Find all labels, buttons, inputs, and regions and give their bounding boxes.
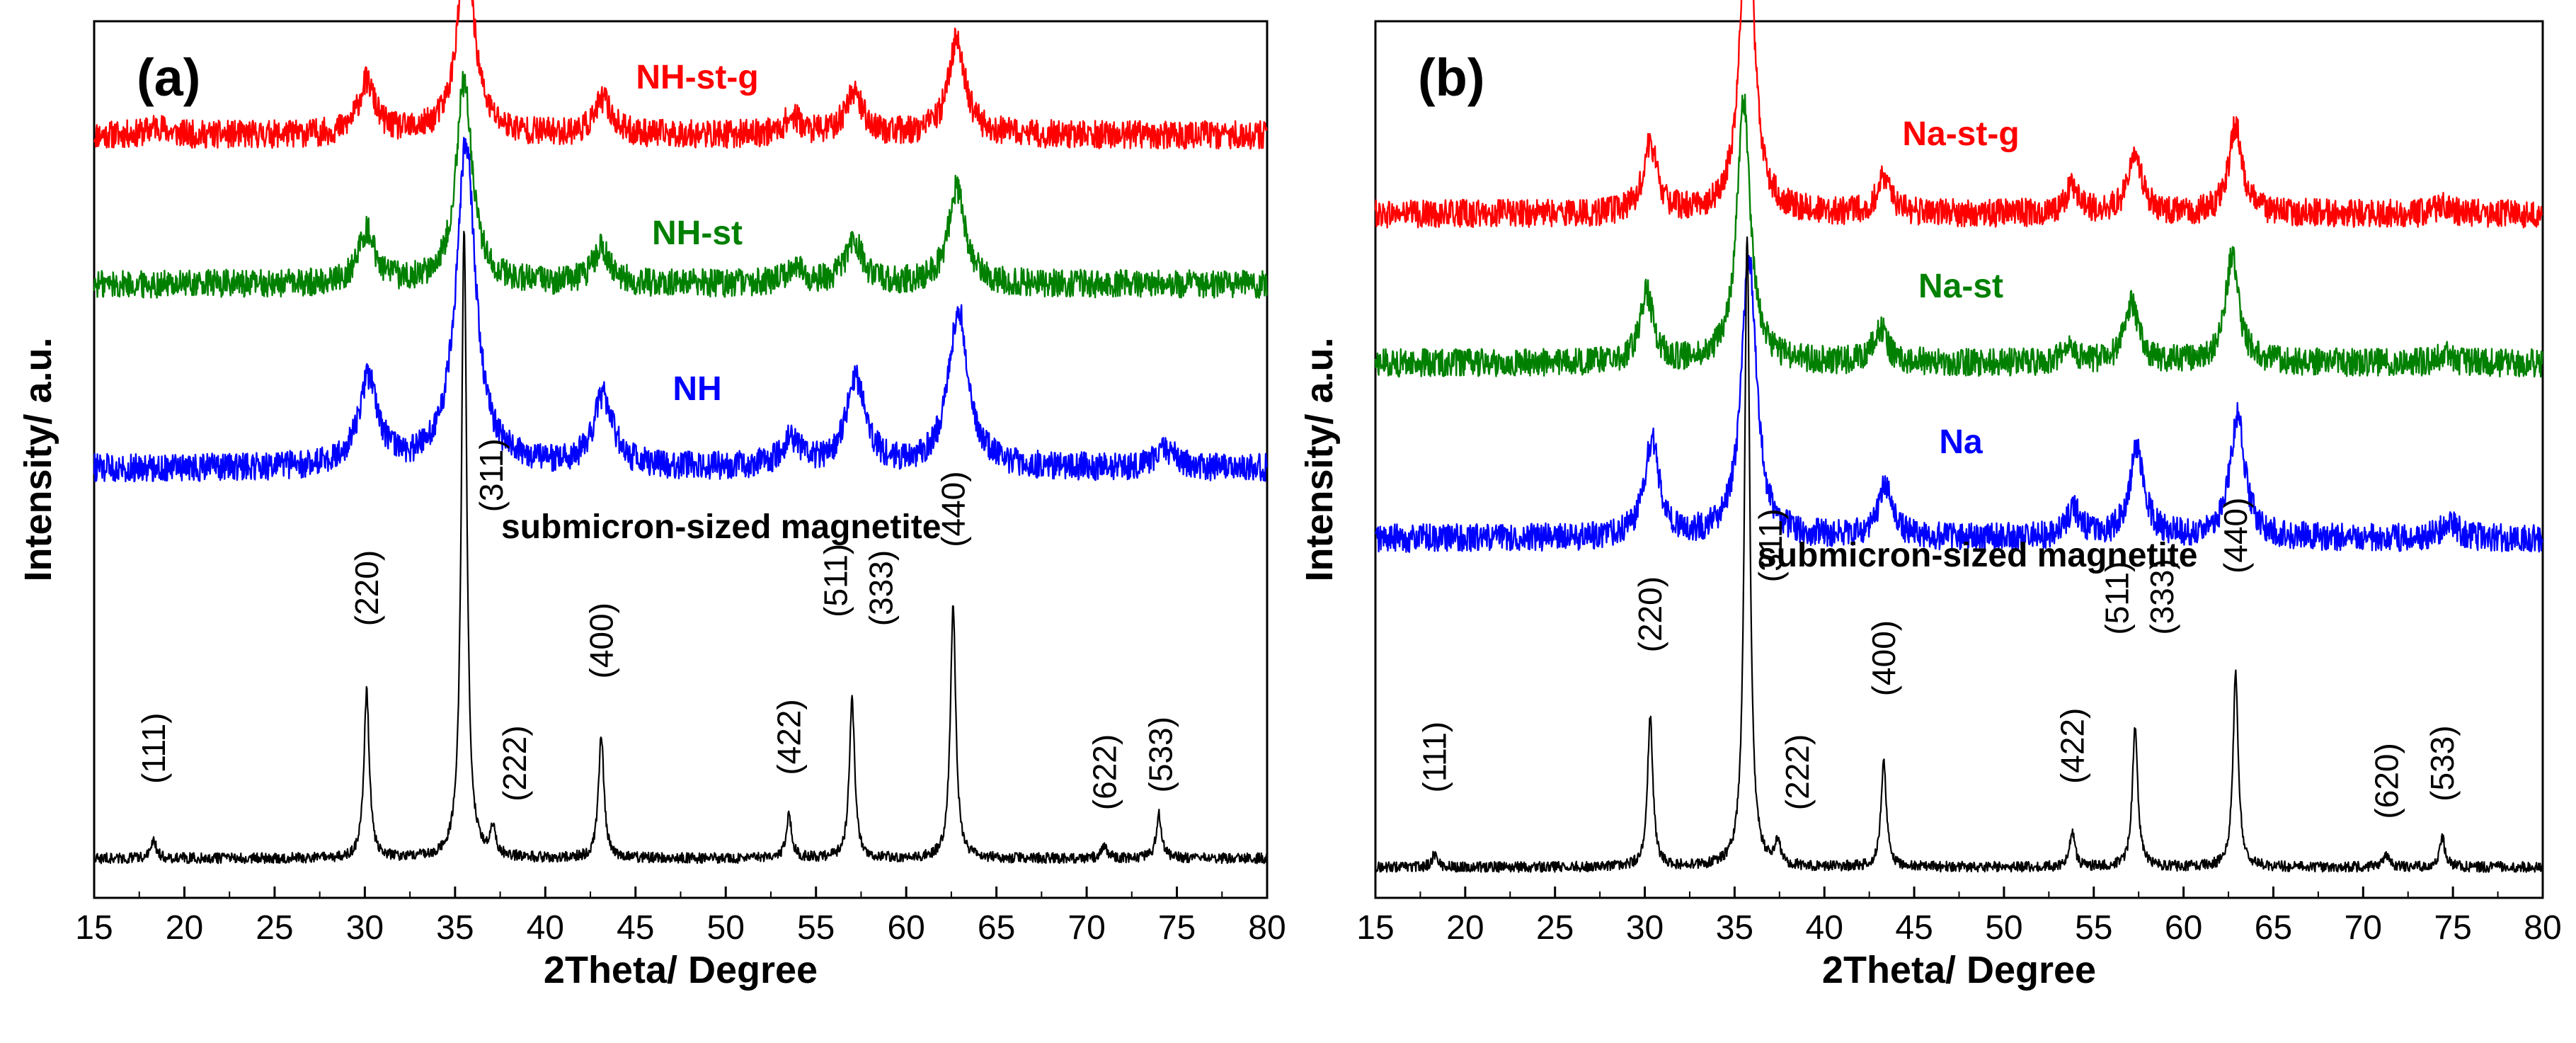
x-tick-label: 25	[1536, 909, 1574, 947]
series-label: NH-st	[652, 215, 743, 252]
x-tick-label: 75	[1158, 909, 1196, 947]
x-tick-label: 70	[2345, 909, 2382, 947]
x-tick-label: 55	[2075, 909, 2112, 947]
panel-label: (a)	[137, 48, 200, 107]
x-tick-label: 80	[1248, 909, 1286, 947]
hkl-label: (222)	[1779, 734, 1816, 810]
x-tick-label: 80	[2524, 909, 2561, 947]
x-tick-label: 40	[527, 909, 564, 947]
series-label: Na-st	[1918, 268, 2003, 305]
y-axis-title: Intensity/ a.u.	[17, 337, 59, 581]
x-tick-label: 70	[1067, 909, 1105, 947]
x-tick-label: 40	[1806, 909, 1843, 947]
series-line-nh	[93, 137, 1268, 483]
panel-a: 15 20 25 30 35 40 45 50 55 60 65 70 75 80 2Theta/ Degr…	[17, 0, 1286, 991]
x-tick-label: 30	[346, 909, 384, 947]
hkl-label: (220)	[1632, 576, 1668, 652]
reference-label: submicron-sized magnetite	[501, 508, 941, 546]
hkl-label: (400)	[583, 603, 619, 678]
hkl-label: (333)	[2143, 559, 2180, 634]
x-tick-label: 20	[166, 909, 203, 947]
series-line-na-st-g	[1374, 0, 2543, 229]
x-tick-label: 15	[1356, 909, 1394, 947]
hkl-label: (422)	[770, 699, 807, 775]
series-line-nh-st-g	[93, 0, 1268, 150]
x-tick-label: 45	[1895, 909, 1933, 947]
hkl-label: (311)	[473, 438, 510, 512]
hkl-label: (620)	[2368, 743, 2405, 819]
x-tick-label: 55	[797, 909, 835, 947]
hkl-label: (511)	[818, 544, 854, 617]
x-tick-label: 65	[2255, 909, 2292, 947]
x-tick-label: 60	[887, 909, 925, 947]
x-axis-title: 2Theta/ Degree	[1822, 949, 2096, 991]
hkl-label: (111)	[135, 712, 172, 784]
series-label: NH	[672, 370, 721, 408]
y-axis-title: Intensity/ a.u.	[1298, 337, 1341, 581]
x-tick-label: 20	[1446, 909, 1484, 947]
panel-b: 15 20 25 30 35 40 45 50 55 60 65 70 75 80 2Theta/ Degr…	[1298, 0, 2562, 991]
hkl-label: (440)	[2217, 498, 2254, 574]
hkl-label: (440)	[934, 471, 971, 547]
x-tick-label: 35	[1716, 909, 1753, 947]
panel-label: (b)	[1418, 48, 1485, 107]
series-line-na	[1374, 255, 2543, 553]
x-tick-label: 25	[256, 909, 293, 947]
x-tick-label: 30	[1626, 909, 1664, 947]
x-tick-label: 65	[978, 909, 1015, 947]
x-axis-title: 2Theta/ Degree	[544, 949, 818, 991]
x-tick-label: 45	[617, 909, 654, 947]
series-line-submicron-sized-magnetite	[93, 230, 1268, 865]
hkl-label: (333)	[862, 550, 899, 626]
hkl-label: (111)	[1416, 722, 1453, 793]
series-label: Na-st-g	[1902, 115, 2019, 153]
hkl-label: (533)	[2424, 725, 2461, 801]
reference-label: submicron-sized magnetite	[1758, 537, 2197, 574]
x-tick-label: 50	[707, 909, 745, 947]
series-line-na-st	[1374, 93, 2543, 378]
hkl-label: (400)	[1865, 620, 1902, 696]
hkl-label: (533)	[1143, 717, 1179, 792]
series-label: Na	[1939, 423, 1983, 461]
series-line-nh-st	[93, 71, 1268, 299]
x-tick-label: 35	[436, 909, 474, 947]
x-tick-label: 75	[2434, 909, 2471, 947]
hkl-label: (222)	[496, 725, 533, 801]
x-tick-label: 60	[2165, 909, 2202, 947]
hkl-label: (311)	[1752, 508, 1789, 582]
hkl-label: (422)	[2054, 708, 2090, 784]
x-tick-label: 15	[75, 909, 113, 947]
series-line-submicron-sized-magnetite	[1374, 236, 2543, 873]
x-tick-label: 50	[1985, 909, 2022, 947]
hkl-label: (622)	[1087, 734, 1123, 810]
hkl-label: (511)	[2099, 562, 2136, 635]
series-label: NH-st-g	[636, 59, 758, 96]
hkl-label: (220)	[348, 550, 385, 626]
